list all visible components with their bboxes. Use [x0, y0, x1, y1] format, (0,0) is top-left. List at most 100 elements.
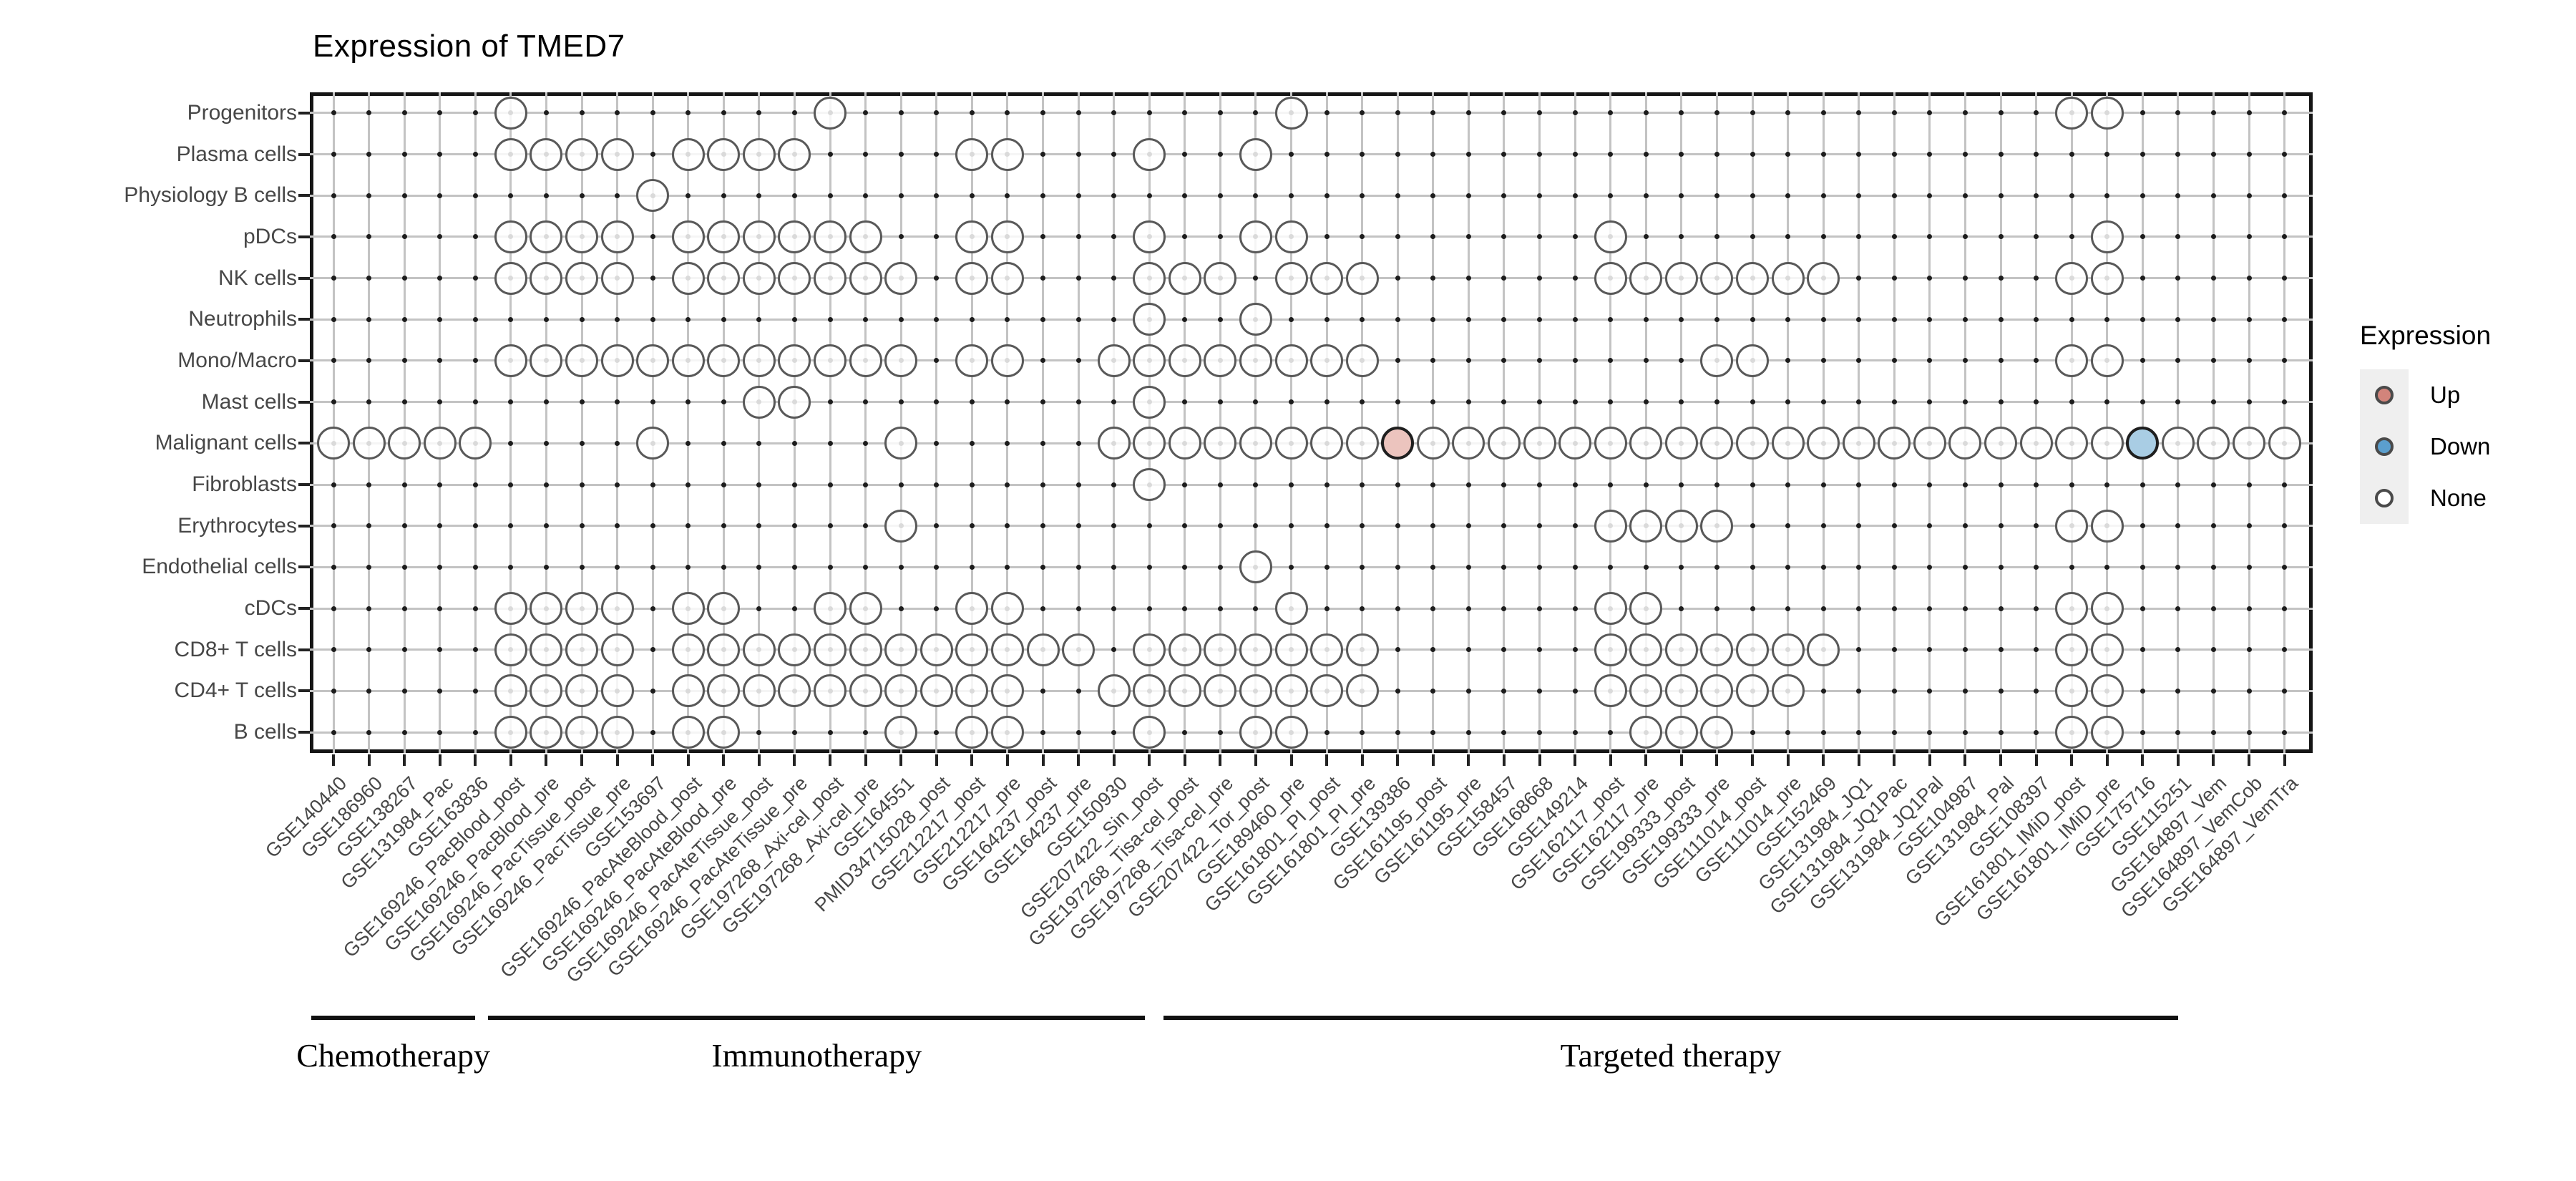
data-point-dot [1111, 399, 1117, 405]
data-point-dot [1040, 358, 1045, 364]
data-point-dot [1572, 399, 1578, 405]
data-point-dot [791, 523, 797, 529]
data-point-dot [1962, 234, 1968, 240]
data-point-dot [579, 399, 585, 405]
data-point-dot [1360, 564, 1365, 570]
data-point-dot [437, 523, 443, 529]
expression-none-circle [1133, 633, 1166, 666]
data-point-dot [1111, 316, 1117, 322]
data-point-dot [2140, 523, 2145, 529]
data-point-dot [1998, 276, 2004, 281]
expression-none-circle [1664, 261, 1698, 295]
grid-col-line [970, 92, 973, 753]
data-point-dot [2140, 234, 2145, 240]
grid-row-line [310, 565, 2313, 568]
data-point-dot [1962, 647, 1968, 653]
data-point-dot [1465, 523, 1471, 529]
data-point-dot [543, 399, 549, 405]
expression-none-circle [1807, 261, 1840, 295]
data-point-dot [2034, 523, 2039, 529]
expression-none-circle [600, 344, 634, 377]
data-point-dot [791, 606, 797, 611]
data-point-dot [1537, 688, 1543, 694]
expression-none-circle [565, 592, 599, 626]
data-point-dot [2282, 482, 2288, 487]
data-point-dot [615, 564, 620, 570]
expression-none-circle [1133, 427, 1166, 460]
expression-none-circle [849, 633, 882, 666]
data-point-dot [1146, 193, 1152, 198]
data-point-dot [650, 729, 655, 735]
expression-none-circle [1239, 716, 1272, 749]
data-point-dot [2034, 729, 2039, 735]
data-point-dot [1075, 564, 1081, 570]
data-point-dot [1927, 482, 1933, 487]
expression-none-circle [1487, 427, 1521, 460]
expression-none-circle [2090, 509, 2124, 543]
data-point-dot [721, 523, 726, 529]
data-point-dot [1182, 316, 1188, 322]
data-point-dot [401, 729, 407, 735]
grid-col-line [332, 92, 335, 753]
data-point-dot [2175, 152, 2181, 157]
expression-none-circle [1133, 674, 1166, 708]
data-point-dot [1217, 729, 1223, 735]
data-point-dot [1395, 152, 1400, 157]
data-point-dot [1927, 523, 1933, 529]
x-tick [474, 754, 477, 766]
data-point-dot [331, 606, 336, 611]
data-point-dot [401, 316, 407, 322]
expression-none-circle [1629, 509, 1663, 543]
data-point-dot [934, 729, 940, 735]
data-point-dot [1005, 523, 1010, 529]
data-point-dot [1289, 564, 1294, 570]
data-point-dot [1750, 564, 1755, 570]
expression-none-circle [2233, 427, 2266, 460]
legend-label-none: None [2430, 485, 2487, 511]
grid-col-line [474, 92, 477, 753]
data-point-dot [472, 647, 478, 653]
data-point-dot [1962, 358, 1968, 364]
data-point-dot [1040, 193, 1045, 198]
data-point-dot [1998, 234, 2004, 240]
x-tick [1893, 754, 1896, 766]
data-point-dot [650, 316, 655, 322]
data-point-dot [2175, 193, 2181, 198]
expression-none-circle [742, 261, 776, 295]
grid-col-line [899, 92, 902, 753]
data-point-dot [686, 316, 691, 322]
expression-none-circle [814, 220, 847, 253]
x-tick [545, 754, 548, 766]
data-point-dot [863, 523, 869, 529]
data-point-dot [1714, 152, 1719, 157]
expression-none-circle [1629, 261, 1663, 295]
data-point-dot [934, 523, 940, 529]
data-point-dot [2246, 193, 2252, 198]
data-point-dot [863, 440, 869, 446]
data-point-dot [1927, 399, 1933, 405]
data-point-dot [686, 564, 691, 570]
grid-col-line [1219, 92, 1221, 753]
data-point-dot [1146, 606, 1152, 611]
data-point-dot [898, 152, 904, 157]
grid-col-line [509, 92, 512, 753]
grid-col-line [1928, 92, 1931, 753]
x-tick [580, 754, 584, 766]
data-point-dot [1146, 110, 1152, 116]
data-point-dot [1572, 647, 1578, 653]
data-point-dot [1430, 358, 1436, 364]
data-point-dot [1395, 606, 1400, 611]
data-point-dot [2140, 647, 2145, 653]
data-point-dot [827, 152, 833, 157]
data-point-dot [1962, 688, 1968, 694]
data-point-dot [1040, 399, 1045, 405]
expression-none-circle [849, 592, 882, 626]
data-point-dot [1289, 523, 1294, 529]
data-point-dot [1040, 688, 1045, 694]
expression-none-circle [707, 633, 741, 666]
data-point-dot [1679, 358, 1684, 364]
data-point-dot [2210, 523, 2216, 529]
data-point-dot [1962, 110, 1968, 116]
grid-col-line [793, 92, 796, 753]
data-point-dot [1040, 316, 1045, 322]
